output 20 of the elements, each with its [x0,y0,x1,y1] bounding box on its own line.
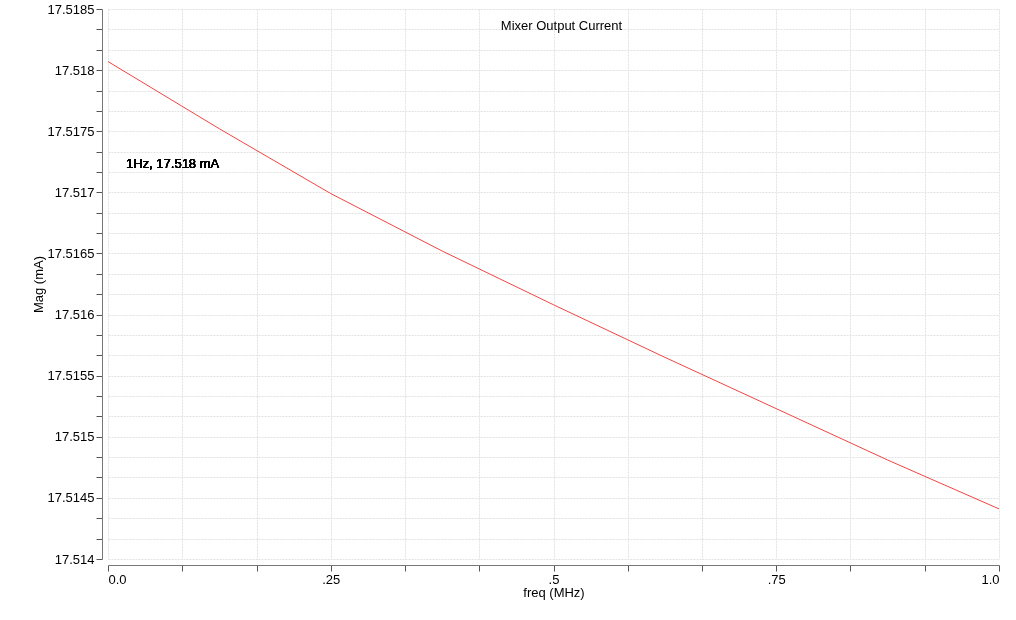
annotation: 1Hz, 17.518 mA [126,156,220,171]
x-tick-label: 1.0 [981,571,1000,587]
text: Mixer Output Current [500,18,623,33]
y-tick-label: 17.5185 [47,1,95,17]
x-tick-label: 0.0 [108,571,127,587]
x-axis-title: freq (MHz) [523,584,585,600]
y-tick-label: 17.518 [54,62,95,78]
y-tick-label: 17.515 [54,429,95,445]
y-tick-label: 17.5145 [47,490,95,506]
y-tick-label: 17.516 [54,307,95,323]
y-tick-label: 17.517 [54,184,95,200]
y-tick-label: 17.5165 [47,245,95,261]
y-tick-label: 17.5155 [47,368,95,384]
y-axis-title: Mag (mA) [30,255,46,314]
line-series [107,61,1000,510]
y-tick-label: 17.5175 [47,123,95,139]
x-tick-label: .75 [767,571,786,587]
x-tick-label: .5 [548,571,560,587]
y-tick-label: 17.514 [54,551,95,567]
x-tick-label: .25 [322,571,341,587]
